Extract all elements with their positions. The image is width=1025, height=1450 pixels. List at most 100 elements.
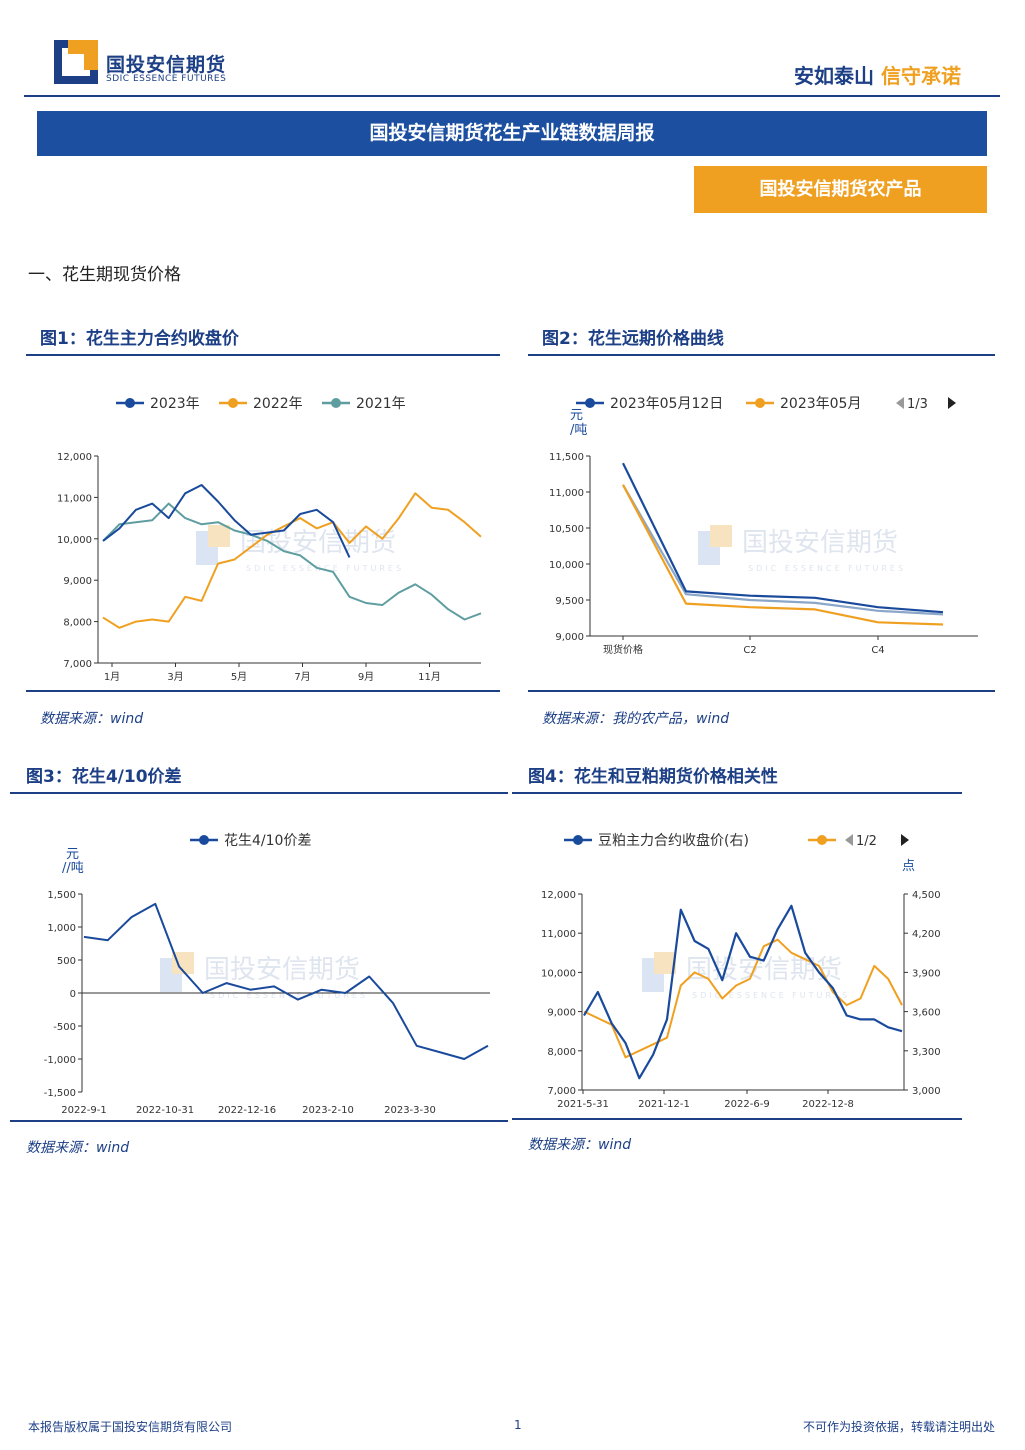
chart3-y-tick-label: -1,500 xyxy=(44,1088,76,1099)
chart2-x-tick-label: C2 xyxy=(743,645,756,656)
fig3-title: 图3：花生4/10价差 xyxy=(26,767,182,787)
legend-soymeal-label: 豆粕主力合约收盘价(右) xyxy=(598,832,749,849)
company-logo-icon xyxy=(54,40,98,84)
chart3-y-tick-label: -500 xyxy=(53,1022,76,1033)
pager-next-icon xyxy=(901,834,909,846)
chart4-x-tick-label: 2022-6-9 xyxy=(724,1099,769,1110)
chart4-x-tick-label: 2021-12-1 xyxy=(638,1099,690,1110)
chart1-y-tick-label: 9,000 xyxy=(63,576,92,587)
watermark-logo-accent xyxy=(208,525,230,547)
chart3-y-tick-label: 0 xyxy=(70,989,76,1000)
chart3-x-tick-label: 2022-12-16 xyxy=(218,1105,276,1116)
fig2-source: 数据来源：我的农产品，wind xyxy=(542,711,730,727)
legend-may-label: 2023年05月 xyxy=(780,396,861,412)
y-unit-label-bottom: //吨 xyxy=(62,861,84,876)
legend-2021-label: 2021年 xyxy=(356,396,406,412)
chart2-y-tick-label: 10,000 xyxy=(549,560,584,571)
report-title-banner: 国投安信期货花生产业链数据周报 xyxy=(37,111,987,156)
pager-prev-icon xyxy=(896,397,904,409)
slogan-part-b: 信守承诺 xyxy=(881,64,961,88)
chart4-x-tick-label: 2021-5-31 xyxy=(557,1099,609,1110)
chart1-y-tick-label: 10,000 xyxy=(57,535,92,546)
chart2-x-tick-label: 现货价格 xyxy=(603,643,643,656)
legend-may12-label: 2023年05月12日 xyxy=(610,396,723,412)
chart1-x-tick-label: 11月 xyxy=(418,671,441,683)
chart4-series-right xyxy=(583,938,903,1059)
chart3-x-tick-label: 2023-3-30 xyxy=(384,1105,436,1116)
logo-text-en: SDIC ESSENCE FUTURES xyxy=(106,74,227,84)
pager-prev-icon xyxy=(845,834,853,846)
chart4-y-right-tick-label: 4,200 xyxy=(912,929,941,940)
chart4-y-left-tick-label: 10,000 xyxy=(541,968,576,979)
chart2-y-tick-label: 11,000 xyxy=(549,488,584,499)
chart3-x-tick-label: 2022-9-1 xyxy=(61,1105,106,1116)
chart1-x-tick-label: 1月 xyxy=(104,671,120,683)
legend-2022-label: 2022年 xyxy=(253,396,303,412)
legend-2021-marker xyxy=(331,398,341,408)
fig2-title: 图2：花生远期价格曲线 xyxy=(542,329,724,349)
fig3-bottom-divider xyxy=(10,1120,508,1122)
fig2-divider xyxy=(528,354,995,356)
watermark-subtext: SDIC ESSENCE FUTURES xyxy=(210,991,368,1000)
legend-peanut-marker xyxy=(817,835,827,845)
chart4-y-right-tick-label: 3,000 xyxy=(912,1086,941,1097)
fig1-bottom-divider xyxy=(26,690,500,692)
legend-may12-marker xyxy=(585,398,595,408)
chart2-y-tick-label: 10,500 xyxy=(549,524,584,535)
fig1-source: 数据来源：wind xyxy=(40,711,144,727)
watermark-logo-accent xyxy=(172,952,194,974)
category-banner: 国投安信期货农产品 xyxy=(694,166,987,213)
slogan: 安如泰山 信守承诺 xyxy=(794,60,961,89)
watermark-subtext: SDIC ESSENCE FUTURES xyxy=(692,991,850,1000)
chart2-x-tick-label: C4 xyxy=(871,645,884,656)
watermark-subtext: SDIC ESSENCE FUTURES xyxy=(748,564,906,573)
legend-soymeal-marker xyxy=(573,835,583,845)
chart1-y-tick-label: 8,000 xyxy=(63,618,92,629)
chart-2: 国投安信期货 SDIC ESSENCE FUTURES 2023年05月12日 202… xyxy=(549,396,978,656)
fig3-divider xyxy=(10,792,508,794)
fig1-title: 图1：花生主力合约收盘价 xyxy=(40,329,239,349)
chart3-series-spread xyxy=(83,902,489,1060)
legend-spread-label: 花生4/10价差 xyxy=(224,833,311,849)
chart4-y-left-tick-label: 12,000 xyxy=(541,890,576,901)
chart3-x-tick-label: 2022-10-31 xyxy=(136,1105,194,1116)
chart3-y-tick-label: 1,000 xyxy=(47,923,76,934)
slogan-part-a: 安如泰山 xyxy=(794,64,875,88)
chart4-y-left-tick-label: 9,000 xyxy=(547,1008,576,1019)
watermark-text: 国投安信期货 xyxy=(742,528,898,558)
chart4-y-right-tick-label: 3,300 xyxy=(912,1047,941,1058)
watermark-text: 国投安信期货 xyxy=(204,955,360,985)
chart3-x-tick-label: 2023-2-10 xyxy=(302,1105,354,1116)
section-title: 一、花生期现货价格 xyxy=(28,265,181,285)
legend-may-marker xyxy=(755,398,765,408)
chart4-y-right-tick-label: 3,600 xyxy=(912,1008,941,1019)
y2-unit-label: 点 xyxy=(902,859,915,874)
y-unit-label-top: 元 xyxy=(66,847,79,862)
chart1-x-tick-label: 3月 xyxy=(167,671,183,683)
chart4-y-left-tick-label: 11,000 xyxy=(541,929,576,940)
logo-text-cn: 国投安信期货 xyxy=(106,54,227,76)
watermark-subtext: SDIC ESSENCE FUTURES xyxy=(246,564,404,573)
chart4-y-left-tick-label: 7,000 xyxy=(547,1086,576,1097)
chart2-series-0 xyxy=(622,462,944,614)
fig4-divider xyxy=(512,792,962,794)
footer-page-number: 1 xyxy=(514,1418,522,1432)
fig4-bottom-divider xyxy=(512,1118,962,1120)
chart2-series-2 xyxy=(622,484,944,616)
chart2-y-tick-label: 11,500 xyxy=(549,452,584,463)
chart2-series-1 xyxy=(622,484,944,626)
chart1-series-2 xyxy=(102,502,482,621)
watermark-logo-accent xyxy=(654,952,676,974)
header-divider xyxy=(24,95,1000,97)
legend-2023-label: 2023年 xyxy=(150,396,200,412)
chart1-y-tick-label: 11,000 xyxy=(57,493,92,504)
pager-next-icon xyxy=(948,397,956,409)
chart1-y-tick-label: 7,000 xyxy=(63,659,92,670)
chart3-y-tick-label: 1,500 xyxy=(47,890,76,901)
y-unit-label-top: 元 xyxy=(570,408,583,423)
chart2-y-tick-label: 9,000 xyxy=(555,632,584,643)
chart1-series-0 xyxy=(102,484,351,558)
chart1-x-tick-label: 9月 xyxy=(358,671,374,683)
